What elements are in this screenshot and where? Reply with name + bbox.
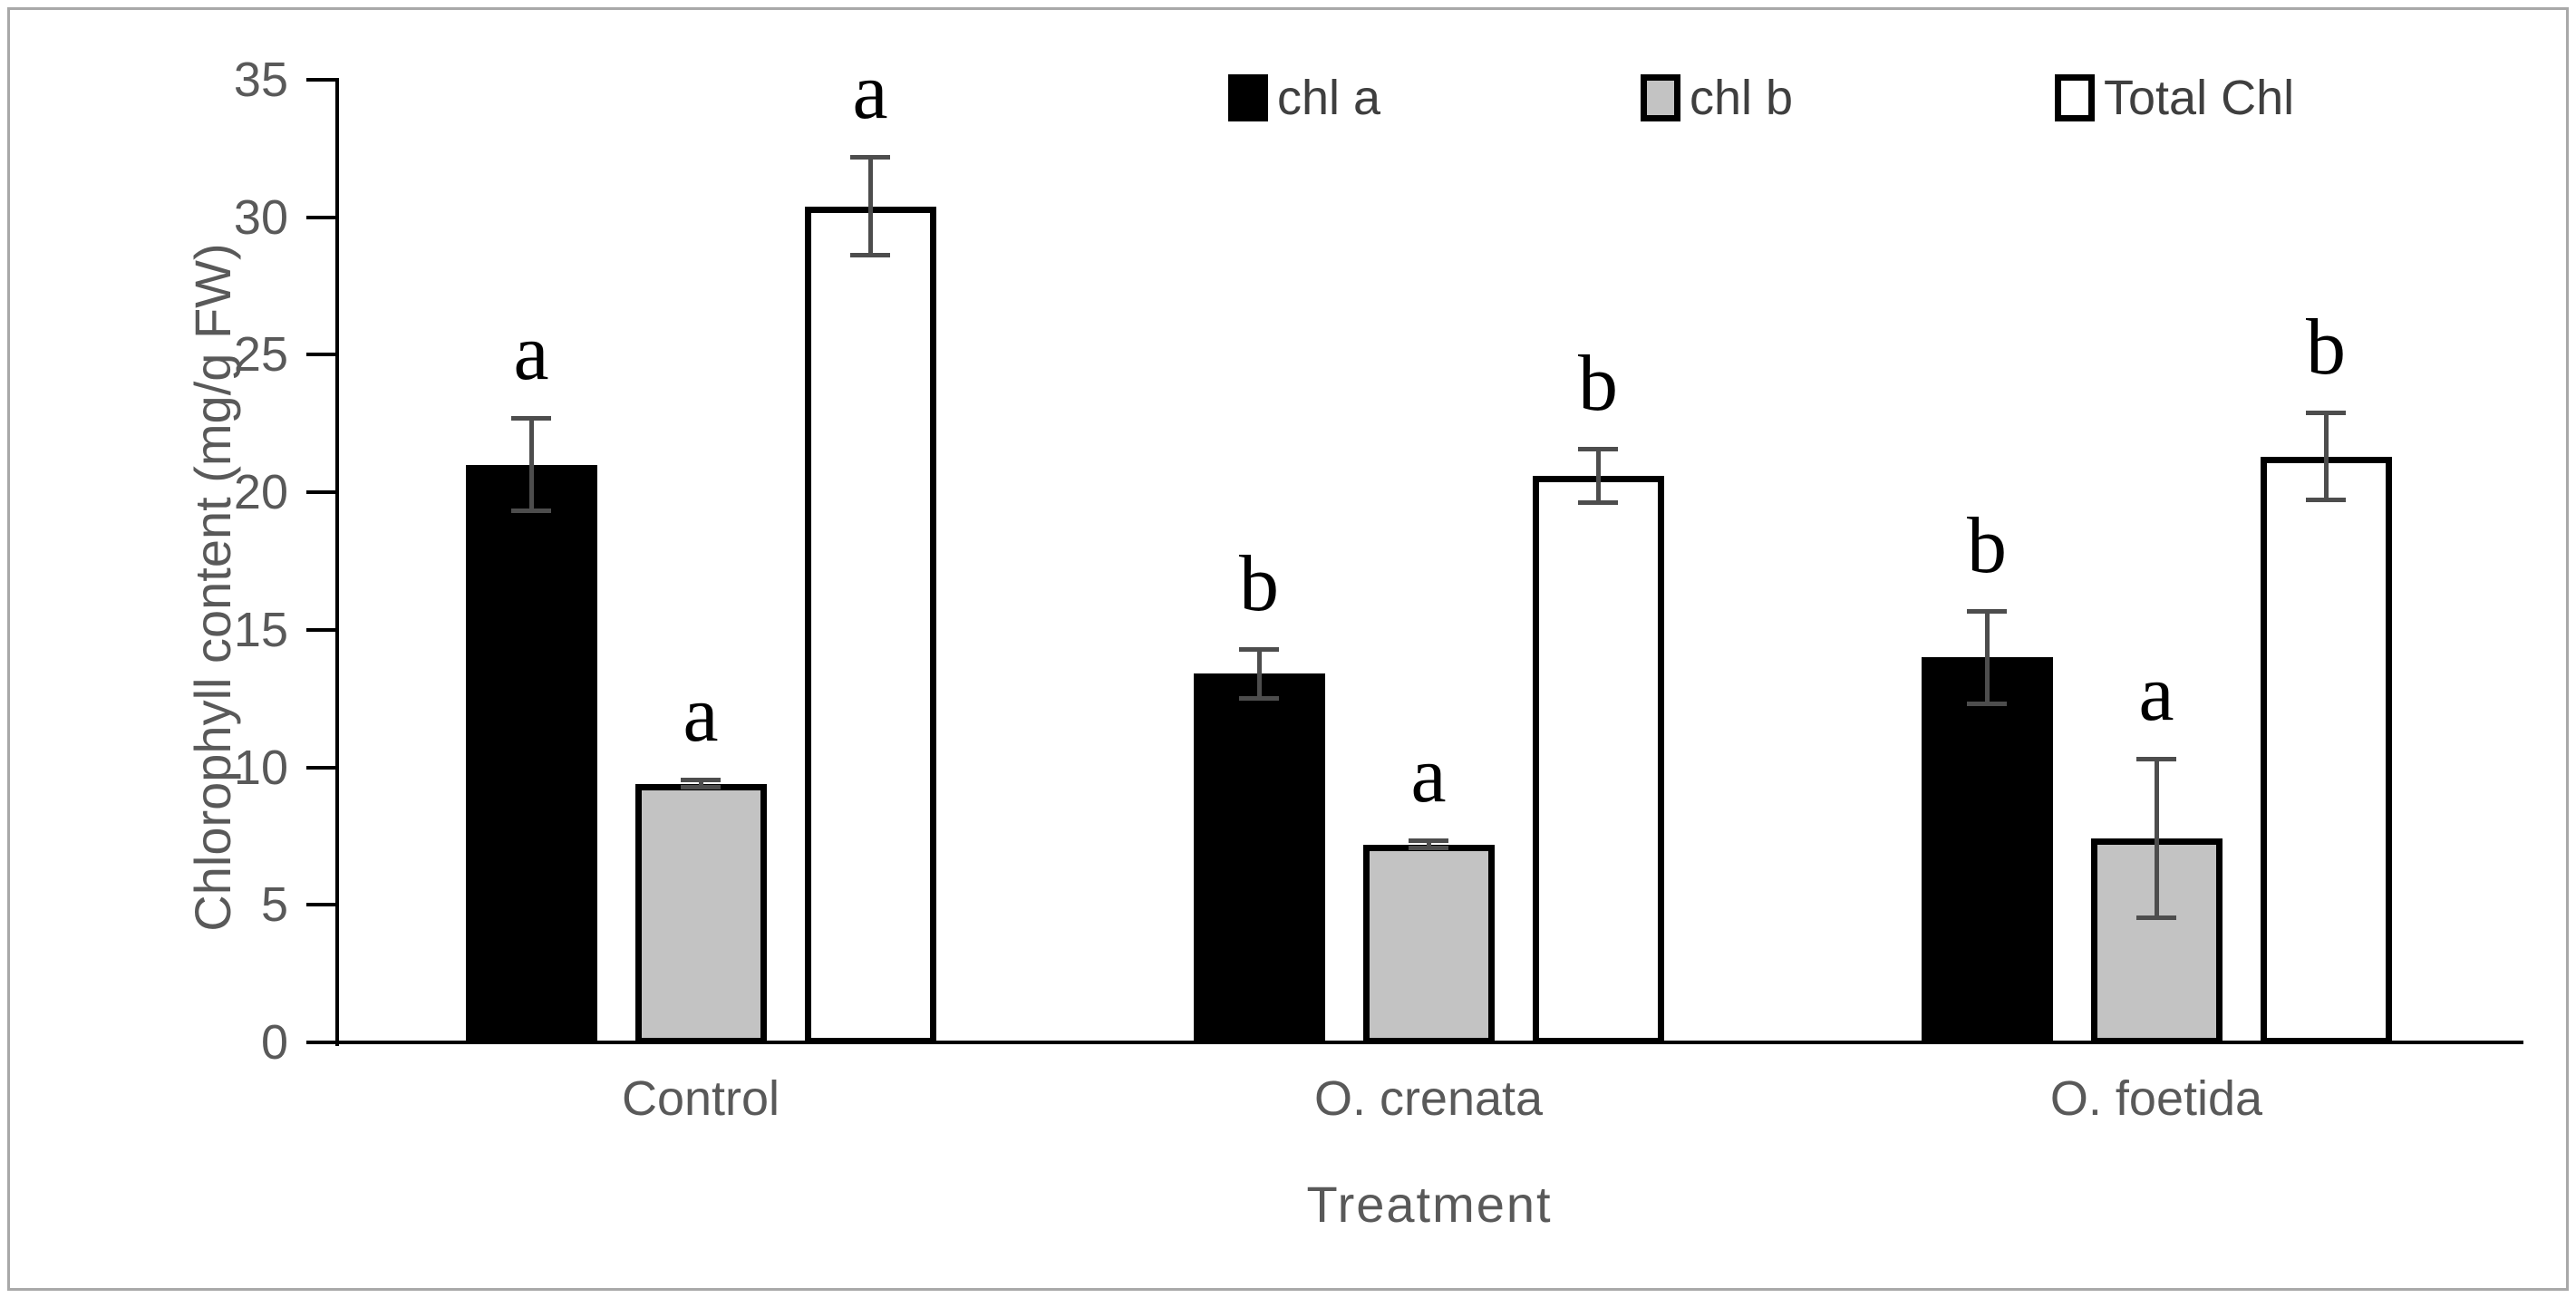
error-bar-cap-bottom: [511, 509, 551, 514]
y-axis-tick: [306, 903, 335, 907]
y-axis-line: [335, 78, 339, 1046]
legend-label: chl b: [1690, 71, 1794, 125]
legend-item-chl-b: chl b: [1641, 71, 1793, 125]
x-category-label: O. crenata: [1313, 1071, 1544, 1126]
x-axis-title: Treatment: [1306, 1176, 1553, 1233]
significance-letter: b: [1578, 339, 1618, 428]
bar-total-chl: [1532, 475, 1664, 1044]
y-axis-tick: [306, 765, 335, 770]
bar-total-chl: [2260, 456, 2392, 1044]
legend-label: chl a: [1277, 71, 1381, 125]
significance-letter: b: [2306, 304, 2346, 392]
error-bar: [867, 156, 873, 257]
x-category-label: Control: [621, 1071, 780, 1126]
legend-item-total-chl: Total Chl: [2055, 71, 2294, 125]
error-bar-cap-bottom: [2306, 498, 2346, 503]
significance-letter: a: [1410, 731, 1447, 819]
error-bar-cap-bottom: [681, 785, 721, 790]
significance-letter: b: [1239, 540, 1279, 629]
error-bar-cap-top: [1239, 647, 1279, 653]
significance-letter: a: [513, 309, 549, 398]
y-tick-label: 20: [233, 465, 288, 520]
y-tick-label: 10: [233, 740, 288, 795]
legend-marker-icon: [1228, 74, 1268, 121]
error-bar-cap-bottom: [1578, 500, 1618, 506]
y-tick-label: 25: [233, 327, 288, 383]
error-bar-cap-bottom: [1409, 846, 1448, 851]
error-bar-cap-bottom: [2136, 915, 2176, 921]
significance-letter: a: [852, 47, 888, 136]
y-axis-tick: [306, 78, 335, 82]
y-tick-label: 15: [233, 602, 288, 657]
error-bar: [2323, 412, 2329, 501]
bar-total-chl: [804, 206, 936, 1044]
error-bar-cap-top: [2306, 411, 2346, 416]
significance-letter: a: [2138, 650, 2174, 739]
bar-chl-a: [1193, 673, 1325, 1044]
error-bar-cap-top: [1967, 608, 2007, 614]
y-axis-tick: [306, 490, 335, 495]
bar-chl-a: [1921, 657, 2053, 1044]
error-bar: [1426, 839, 1431, 849]
error-bar: [1256, 649, 1262, 699]
error-bar-cap-top: [681, 778, 721, 783]
error-bar-cap-bottom: [1967, 701, 2007, 706]
x-category-label: O. foetida: [2049, 1071, 2263, 1126]
significance-letter: b: [1967, 501, 2007, 590]
y-tick-label: 35: [233, 53, 288, 107]
error-bar-cap-bottom: [850, 253, 890, 258]
y-axis-tick: [306, 215, 335, 219]
error-bar-cap-top: [511, 416, 551, 421]
significance-letter: a: [683, 671, 719, 760]
y-tick-label: 30: [233, 189, 288, 245]
error-bar-cap-top: [1409, 838, 1448, 843]
error-bar-cap-bottom: [1239, 695, 1279, 701]
legend-label: Total Chl: [2104, 71, 2295, 125]
y-axis-tick: [306, 353, 335, 357]
error-bar: [528, 418, 534, 512]
error-bar-cap-top: [850, 154, 890, 160]
bar-chl-a: [465, 464, 597, 1044]
legend-marker-icon: [2055, 74, 2095, 121]
bar-chl-b: [634, 783, 767, 1044]
y-tick-label: 5: [260, 877, 288, 933]
error-bar: [1984, 610, 1990, 704]
error-bar-cap-top: [2136, 757, 2176, 762]
y-tick-label: 0: [260, 1015, 288, 1070]
legend-marker-icon: [1641, 74, 1680, 121]
error-bar: [1595, 448, 1601, 504]
error-bar-cap-top: [1578, 446, 1618, 451]
y-axis-tick: [306, 1041, 335, 1044]
error-bar: [698, 780, 703, 789]
error-bar: [2154, 759, 2159, 919]
bar-chl-b: [1362, 844, 1495, 1044]
y-axis-tick: [306, 627, 335, 632]
legend-item-chl-a: chl a: [1228, 71, 1380, 125]
